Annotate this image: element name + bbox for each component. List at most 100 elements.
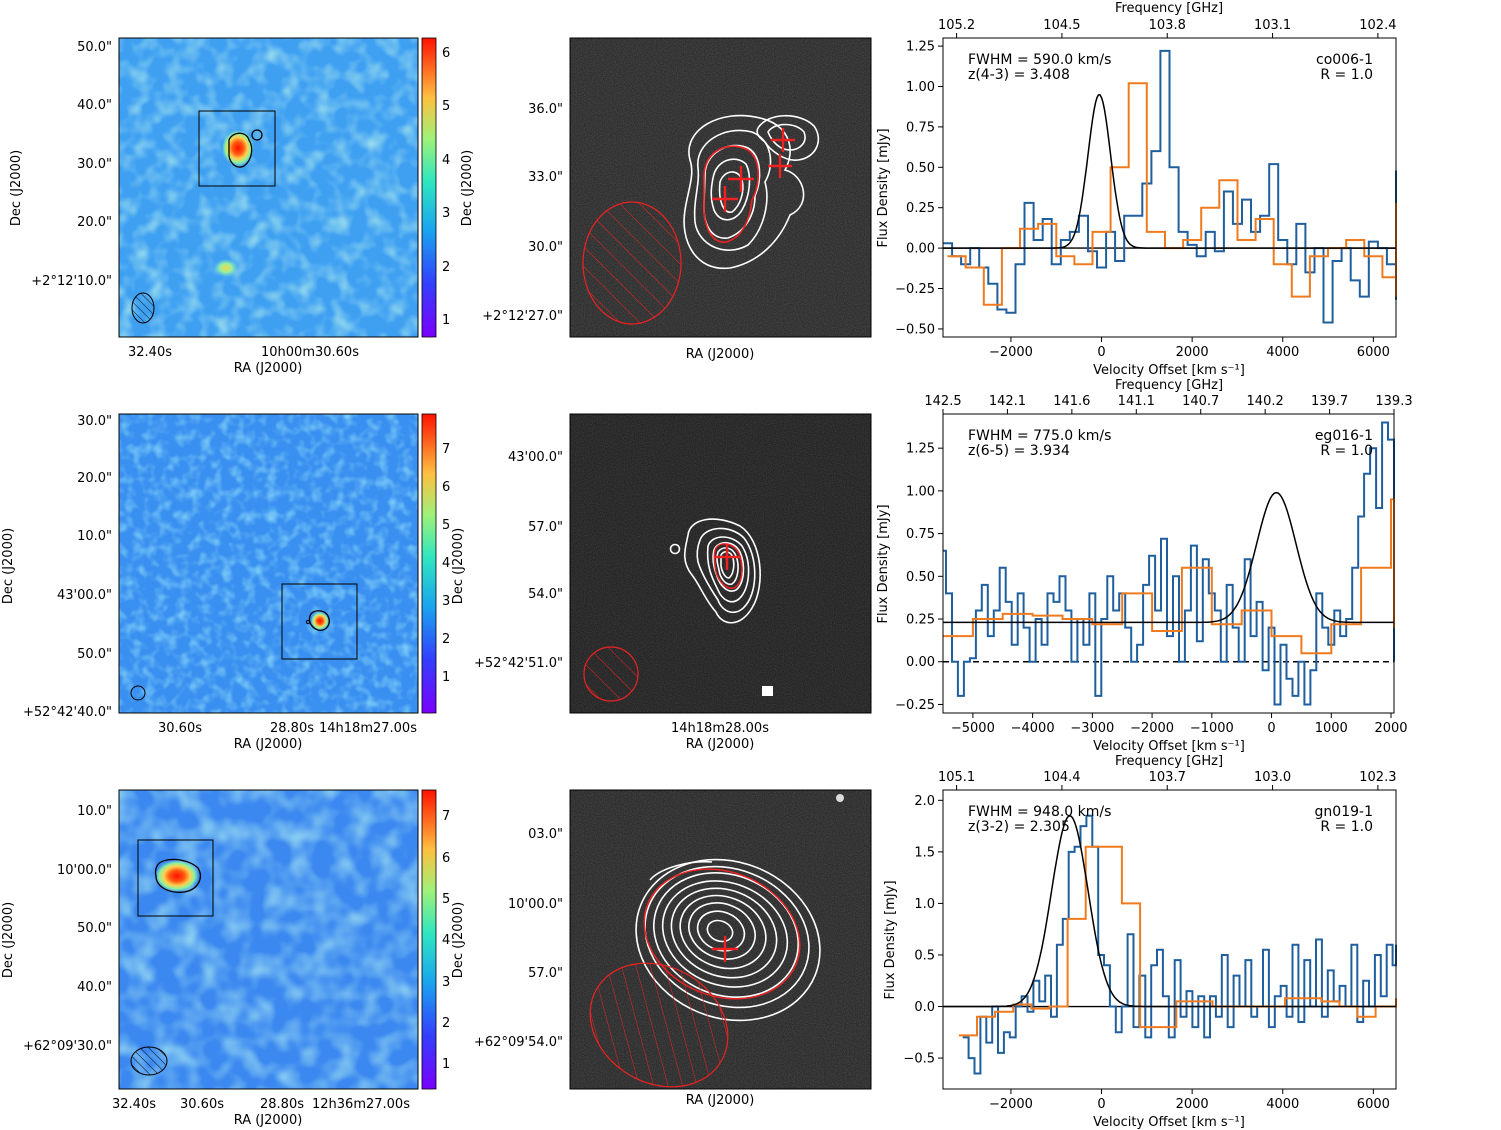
x-tick-label: 0: [1267, 721, 1275, 736]
plot-frame: [942, 413, 1395, 714]
y-tick-label: 1.5: [914, 845, 935, 860]
beam-ellipse: [589, 962, 729, 1088]
map-ytick: 10'00.0": [57, 863, 112, 878]
y-tick-label: 1.0: [914, 897, 935, 912]
gaussian-fit-line: [943, 94, 1396, 249]
map-ytick: 50.0": [77, 921, 112, 936]
map-xtick: 32.40s: [128, 345, 172, 360]
top-tick-label: 141.1: [1118, 394, 1155, 409]
spectrum-panel-2: −5000 −4000 −3000 −2000 −1000 0 1000 2000 −0.25 0…: [876, 378, 1413, 754]
r-label: R = 1.0: [1320, 819, 1373, 835]
x-tick-label: −2000: [989, 345, 1033, 360]
map-xtick: 14h18m27.00s: [319, 721, 417, 736]
map-xtick: 28.80s: [260, 1097, 304, 1112]
colorbar-tick: 3: [442, 206, 450, 221]
y-tick-label: 0.75: [906, 120, 935, 135]
spectrum-panel-1: −2000 0 2000 4000 6000 −0.50 −0.25 0.00 0.25 0.50…: [876, 1, 1397, 378]
r-label: R = 1.0: [1320, 67, 1373, 83]
cutout-ytick: 30.0": [528, 240, 563, 255]
map-ytick: 20.0": [77, 471, 112, 486]
map-yticks: 50.0" 40.0" 30.0" 20.0" +2°12'10.0": [31, 40, 112, 289]
y-tick-label: 1.25: [906, 442, 935, 457]
colorbar-ticks: 1 2 3 4 5 6: [442, 46, 450, 328]
colorbar-tick: 1: [442, 313, 450, 328]
colorbar-tick: 4: [442, 556, 450, 571]
top-tick-label: 103.1: [1254, 18, 1291, 33]
fwhm-label: FWHM = 948.0 km/s: [968, 804, 1111, 820]
spectrum-panel-3: −2000 0 2000 4000 6000 −0.5 0.0 0.5 1.0 1.5 2.0105…: [883, 754, 1397, 1130]
colorbar-tick: 3: [442, 594, 450, 609]
marker-cross: [714, 544, 740, 570]
row-3: 10.0" 10'00.0" 50.0" 40.0" +62°09'30.0" …: [1, 754, 1397, 1130]
top-tick-label: 103.0: [1254, 770, 1291, 785]
cutout-ytick: 36.0": [528, 102, 563, 117]
beam-ellipse: [583, 646, 639, 702]
y-tick-label: 0.50: [906, 161, 935, 176]
plot-frame: [942, 789, 1397, 1090]
spectrum-plot: −2000 0 2000 4000 6000 −0.50 −0.25 0.00 0.25 0.50…: [895, 18, 1397, 360]
marker-cross: [712, 128, 795, 212]
source-id: eg016-1: [1315, 428, 1373, 444]
map-xtick: 30.60s: [180, 1097, 224, 1112]
y-tick-label: 0.00: [906, 242, 935, 257]
colorbar-tick: 5: [442, 892, 450, 907]
y-tick-label: 0.50: [906, 570, 935, 585]
cutout-ytick: +62°09'54.0": [474, 1035, 563, 1050]
map-ytick: 50.0": [77, 647, 112, 662]
colorbar-label: Dec (J2000): [451, 902, 466, 978]
cutout-panel-2: 43'00.0" 57.0" 54.0" +52°42'51.0" 14h18m…: [474, 413, 872, 752]
y-tick-label: −0.25: [895, 282, 935, 297]
spectrum-plot: −5000 −4000 −3000 −2000 −1000 0 1000 2000 −0.25 0…: [895, 394, 1412, 736]
top-tick-label: 104.4: [1043, 770, 1080, 785]
y-tick-label: −0.25: [895, 698, 935, 713]
cutout-ytick: 54.0": [528, 587, 563, 602]
colorbar-tick: 5: [442, 99, 450, 114]
y-tick-label: 0.25: [906, 613, 935, 628]
map-ylabel: Dec (J2000): [9, 150, 24, 226]
map-xtick: 12h36m27.00s: [312, 1097, 410, 1112]
map-ytick: 10.0": [77, 529, 112, 544]
map-ytick: +52°42'40.0": [23, 705, 112, 720]
y-tick-label: 2.0: [914, 794, 935, 809]
binned-line: [943, 498, 1395, 655]
colorbar-label: Dec (J2000): [451, 528, 466, 604]
top-tick-label: 105.1: [938, 770, 975, 785]
x-tick-label: 2000: [1176, 1097, 1209, 1112]
spectrum-ylabel: Flux Density [mJy]: [876, 504, 891, 623]
spectrum-xlabel: Velocity Offset [km s⁻¹]: [1093, 1115, 1245, 1130]
beam-ellipse: [582, 201, 682, 325]
colorbar-tick: 4: [442, 153, 450, 168]
colorbar-tick: 7: [442, 442, 450, 457]
colorbar-label: Dec (J2000): [460, 150, 475, 226]
top-axis-label: Frequency [GHz]: [1115, 754, 1223, 769]
plot-frame: [942, 37, 1397, 338]
top-axis-label: Frequency [GHz]: [1115, 1, 1223, 16]
map-panel-3: 10.0" 10'00.0" 50.0" 40.0" +62°09'30.0" …: [1, 789, 466, 1128]
colorbar-tick: 3: [442, 975, 450, 990]
map-xtick: 10h00m30.60s: [261, 345, 359, 360]
fwhm-label: FWHM = 775.0 km/s: [968, 428, 1111, 444]
x-tick-label: −1000: [1190, 721, 1234, 736]
gaussian-fit-line: [943, 814, 1396, 1008]
cutout-xlabel: RA (J2000): [686, 1093, 755, 1108]
x-tick-label: 0: [1097, 345, 1105, 360]
y-tick-label: 1.00: [906, 80, 935, 95]
row-1: 50.0" 40.0" 30.0" 20.0" +2°12'10.0" 32.4…: [9, 1, 1397, 378]
y-tick-label: 1.25: [906, 40, 935, 55]
x-tick-label: −5000: [951, 721, 995, 736]
map-panel-2: 30.0" 20.0" 10.0" 43'00.0" 50.0" +52°42'…: [1, 413, 466, 752]
x-tick-label: 1000: [1315, 721, 1348, 736]
source-id: co006-1: [1316, 52, 1373, 68]
redshift-label: z(6-5) = 3.934: [968, 443, 1070, 459]
spectrum-xlabel: Velocity Offset [km s⁻¹]: [1093, 363, 1245, 378]
map-xtick: 28.80s: [270, 721, 314, 736]
x-tick-label: 6000: [1357, 1097, 1390, 1112]
y-tick-label: 0.5: [914, 948, 935, 963]
x-tick-label: −2000: [1130, 721, 1174, 736]
cutout-panel-1: 36.0" 33.0" 30.0" +2°12'27.0" RA (J2000): [482, 37, 872, 362]
map-ytick: +2°12'10.0": [31, 274, 112, 289]
redshift-label: z(4-3) = 3.408: [968, 67, 1070, 83]
spectrum-plot: −2000 0 2000 4000 6000 −0.5 0.0 0.5 1.0 1.5 2.0105…: [903, 770, 1397, 1112]
marker-cross: [712, 936, 738, 962]
